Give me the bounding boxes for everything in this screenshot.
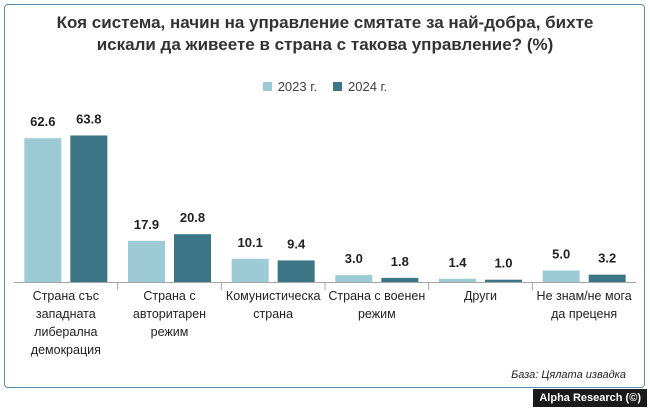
data-label-2023-cat-2: 17.9 xyxy=(134,217,159,232)
bar-2024-cat-4 xyxy=(381,277,419,282)
credit-badge: Alpha Research (©) xyxy=(533,389,647,407)
legend-item-2024: 2024 г. xyxy=(333,79,387,94)
data-label-2023-cat-6: 5.0 xyxy=(552,247,570,262)
data-label-2024-cat-5: 1.0 xyxy=(494,256,512,271)
category-label-1: Страна със западната либерална демокрация xyxy=(31,289,101,357)
category-label-2: Страна с авторитарен режим xyxy=(133,289,206,339)
data-label-2023-cat-5: 1.4 xyxy=(448,255,467,270)
category-label-6: Не знам/не мога да преценя xyxy=(537,289,632,321)
bar-2023-cat-4 xyxy=(335,275,373,282)
bar-2023-cat-1 xyxy=(24,138,62,282)
data-label-2023-cat-3: 10.1 xyxy=(238,235,263,250)
chart-legend: 2023 г. 2024 г. xyxy=(0,79,650,94)
bar-2024-cat-1 xyxy=(70,135,108,282)
bar-2024-cat-6 xyxy=(588,274,626,282)
source-note: База: Цялата извадка xyxy=(511,369,626,381)
legend-swatch-2023 xyxy=(262,82,272,91)
category-label-4: Страна с военен режим xyxy=(328,289,425,321)
bar-2023-cat-3 xyxy=(231,258,269,282)
bar-2024-cat-5 xyxy=(485,279,522,282)
chart-title: Коя система, начин на управление смятате… xyxy=(0,12,650,56)
chart-title-line-2: искали да живеете в страна с такова упра… xyxy=(96,35,554,54)
legend-swatch-2024 xyxy=(333,82,342,91)
chart-title-line-1: Коя система, начин на управление смятате… xyxy=(56,13,594,32)
data-label-2024-cat-2: 20.8 xyxy=(180,210,205,225)
data-label-2024-cat-4: 1.8 xyxy=(391,254,409,269)
legend-label-2023: 2023 г. xyxy=(277,79,317,94)
bar-2023-cat-6 xyxy=(542,270,580,282)
data-label-2024-cat-3: 9.4 xyxy=(287,236,306,251)
data-label-2024-cat-6: 3.2 xyxy=(598,251,616,266)
bar-2024-cat-2 xyxy=(174,234,211,282)
data-label-2024-cat-1: 63.8 xyxy=(76,111,101,126)
category-label-3: Комунистическа страна xyxy=(226,289,321,321)
bar-2023-cat-5 xyxy=(439,278,476,282)
category-label-5: Други xyxy=(464,289,497,303)
bar-2023-cat-2 xyxy=(128,240,165,282)
data-label-2023-cat-4: 3.0 xyxy=(345,251,363,266)
bar-2024-cat-3 xyxy=(277,260,315,282)
legend-label-2024: 2024 г. xyxy=(348,79,388,94)
chart-frame xyxy=(4,4,645,388)
data-label-2023-cat-1: 62.6 xyxy=(30,114,55,129)
legend-item-2023: 2023 г. xyxy=(262,79,317,94)
